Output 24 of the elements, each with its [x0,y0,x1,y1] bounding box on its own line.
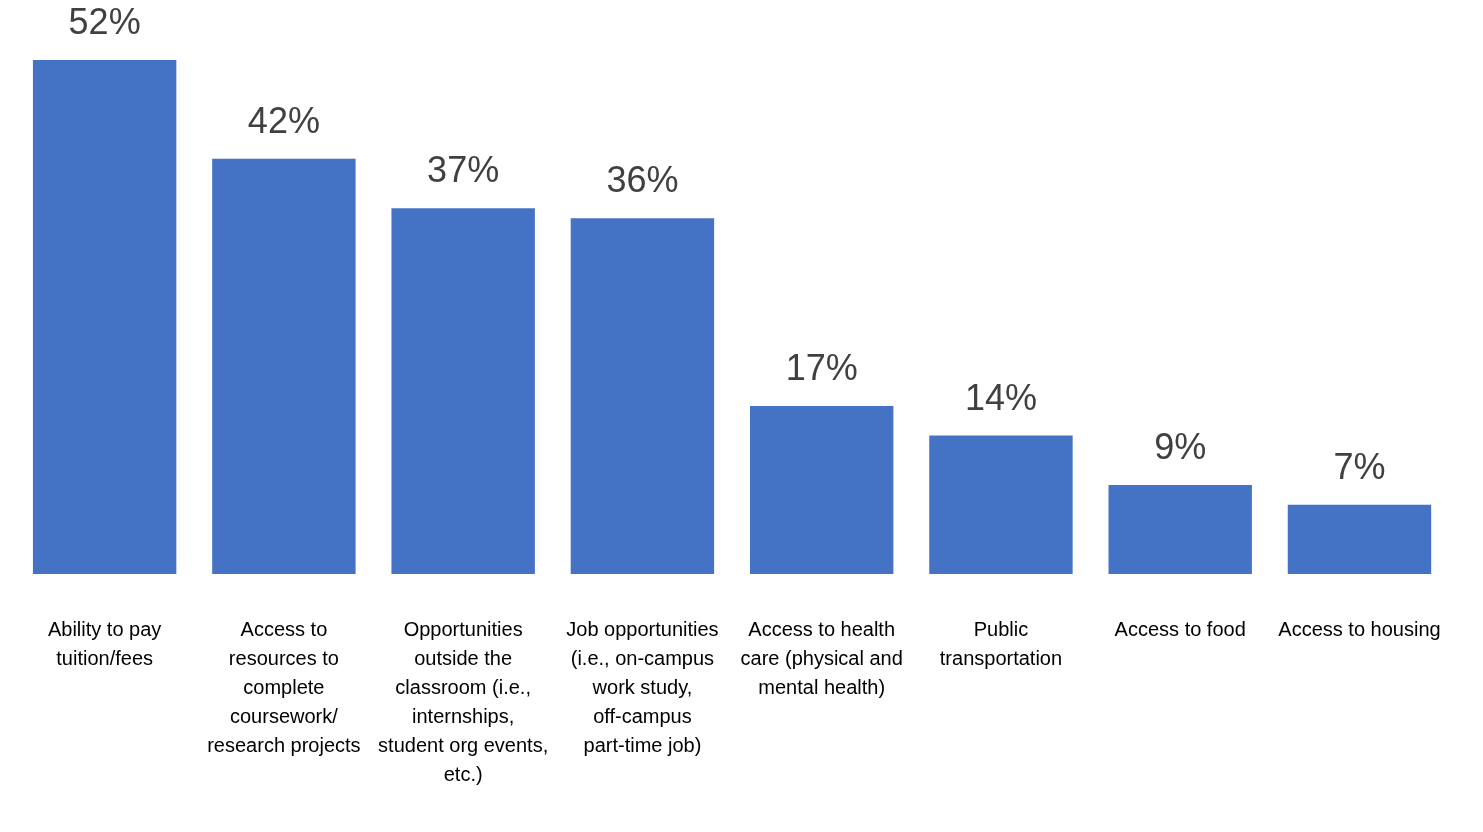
bar [32,60,177,574]
bar [929,435,1073,574]
x-tick-label: Public transportation [939,618,1063,670]
x-tick-label: Access to food [1114,618,1246,641]
x-tick-label: Job opportunities (i.e., on-campus work study, off-campus part-time job) [566,618,719,757]
data-label: 9% [1154,425,1207,467]
data-label: 42% [247,99,320,141]
bar [1287,504,1432,574]
x-tick-label: Access to resources to complete coursework/ research projects [207,618,361,757]
data-label: 37% [427,149,500,191]
bar [391,208,535,574]
bar [1108,485,1252,574]
data-label: 52% [68,0,141,42]
x-tick-label: Ability to pay tuition/fees [47,618,162,670]
bar [212,158,356,574]
x-tick-label: Access to housing [1278,618,1441,641]
bar [570,218,715,574]
x-tick-label: Opportunities outside the classroom (i.e., internships, student org events, etc.) [378,618,549,786]
x-tick-label: Access to health care (physical and mental health) [740,618,903,699]
bar [749,405,894,574]
data-label: 14% [964,376,1037,418]
data-label: 7% [1333,445,1386,487]
data-label: 17% [785,346,858,388]
data-label: 36% [606,159,679,201]
